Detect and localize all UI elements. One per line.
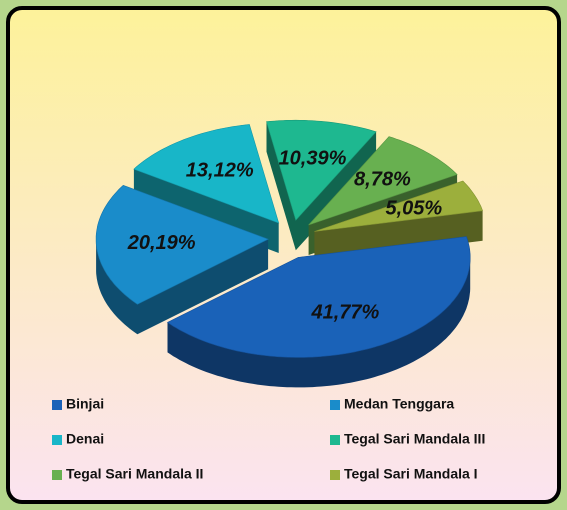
value-label: 8,78% — [354, 169, 411, 191]
slice-top — [266, 119, 377, 221]
pie-slice — [166, 236, 471, 388]
slice-top — [95, 184, 269, 305]
legend-swatch — [330, 435, 340, 445]
legend-label: Medan Tenggara — [344, 396, 454, 412]
value-label: 10,39% — [279, 147, 347, 169]
pie-slice — [95, 184, 269, 335]
legend-label: Binjai — [66, 396, 104, 412]
legend-swatch — [330, 400, 340, 410]
legend-label: Tegal Sari Mandala III — [344, 431, 485, 447]
pie: 41,77% 20,19% 13,12% 10,39% 8,78% 5,05% — [95, 119, 484, 388]
legend-label: Tegal Sari Mandala I — [344, 466, 478, 482]
slice-top — [308, 136, 458, 226]
legend-swatch — [52, 470, 62, 480]
value-label: 13,12% — [186, 160, 254, 182]
slice-top — [133, 124, 280, 224]
legend-swatch — [52, 400, 62, 410]
value-label: 20,19% — [127, 232, 196, 254]
legend-label: Tegal Sari Mandala II — [66, 466, 203, 482]
legend-swatch — [330, 470, 340, 480]
pie-slice — [133, 124, 280, 253]
legend-swatch — [52, 435, 62, 445]
pie-slice — [266, 119, 377, 251]
chart-frame — [6, 6, 561, 504]
value-label: 5,05% — [385, 197, 442, 219]
value-label: 41,77% — [311, 301, 380, 323]
legend: Binjai Medan Tenggara Denai Tegal Sari Mand… — [52, 396, 485, 482]
slice-top — [166, 236, 471, 358]
legend-label: Denai — [66, 431, 104, 447]
slice-top — [314, 180, 484, 232]
